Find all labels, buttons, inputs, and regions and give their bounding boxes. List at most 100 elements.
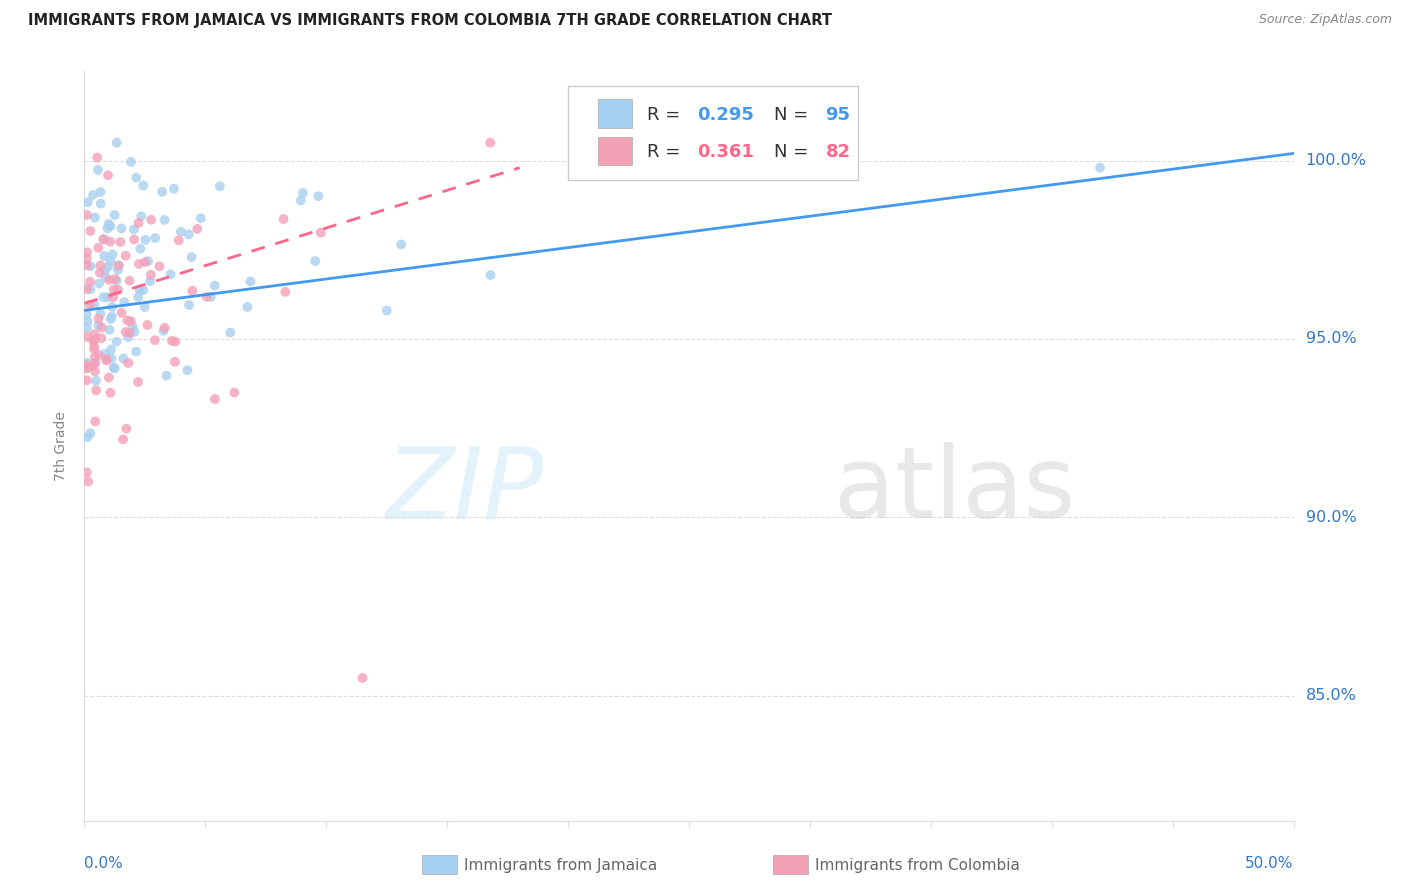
Point <box>103 360 125 375</box>
Point <box>110 306 132 320</box>
Point <box>114 325 136 339</box>
Text: 90.0%: 90.0% <box>1306 510 1357 524</box>
Point <box>134 255 156 269</box>
Point <box>153 213 176 227</box>
Point <box>76 245 98 260</box>
Point <box>153 320 176 334</box>
Point <box>89 307 111 321</box>
Point <box>150 185 173 199</box>
Point <box>101 310 124 324</box>
Point <box>76 430 98 444</box>
Point <box>96 221 118 235</box>
Point <box>82 188 104 202</box>
Point <box>139 268 162 282</box>
Point <box>479 268 502 282</box>
Text: 95: 95 <box>825 106 851 124</box>
Point <box>186 222 208 236</box>
Point <box>291 186 314 200</box>
Point <box>76 208 98 222</box>
Text: 50.0%: 50.0% <box>1246 856 1294 871</box>
Point <box>93 232 115 246</box>
Point <box>76 308 98 322</box>
Point <box>136 254 159 268</box>
Point <box>200 290 222 304</box>
Point <box>79 275 101 289</box>
Point <box>128 216 150 230</box>
Point <box>108 258 131 272</box>
Point <box>167 234 190 248</box>
Point <box>160 334 183 348</box>
Point <box>112 351 135 366</box>
Point <box>90 320 112 334</box>
Text: 82: 82 <box>825 144 851 161</box>
Point <box>1088 161 1111 175</box>
Point <box>76 358 98 372</box>
Point <box>163 355 186 369</box>
Point <box>105 334 128 349</box>
Point <box>101 247 124 261</box>
Point <box>105 273 128 287</box>
Point <box>165 334 187 349</box>
Point <box>98 323 121 337</box>
Point <box>86 151 108 165</box>
Point <box>76 356 98 370</box>
Point <box>132 283 155 297</box>
Point <box>190 211 212 225</box>
Point <box>98 235 121 249</box>
Point <box>76 259 98 273</box>
Point <box>96 353 118 368</box>
Point <box>76 373 98 387</box>
Text: 100.0%: 100.0% <box>1306 153 1367 168</box>
Point <box>127 375 149 389</box>
Point <box>110 221 132 235</box>
Point <box>76 195 98 210</box>
Point <box>107 263 129 277</box>
Point <box>83 342 105 356</box>
Point <box>132 178 155 193</box>
Point <box>117 313 139 327</box>
Point <box>84 356 107 370</box>
Point <box>204 278 226 293</box>
Point <box>89 266 111 280</box>
Point <box>87 318 110 332</box>
Point <box>104 208 127 222</box>
Point <box>100 312 122 326</box>
Point <box>208 179 231 194</box>
Text: 0.361: 0.361 <box>697 144 754 161</box>
Text: ZIP: ZIP <box>385 442 544 540</box>
Point <box>170 225 193 239</box>
Text: 0.0%: 0.0% <box>84 856 124 871</box>
Point <box>76 321 98 335</box>
Point <box>77 359 100 374</box>
Point <box>79 224 101 238</box>
Point <box>117 356 139 370</box>
Point <box>100 351 122 366</box>
Point <box>121 319 143 334</box>
Point <box>76 282 98 296</box>
Point <box>181 284 204 298</box>
Point <box>89 277 111 291</box>
Point <box>309 226 332 240</box>
Point <box>134 300 156 314</box>
Point <box>112 295 135 310</box>
Point <box>148 260 170 274</box>
Point <box>177 298 200 312</box>
Point <box>87 241 110 255</box>
Point <box>273 212 295 227</box>
Point <box>120 154 142 169</box>
Point <box>114 249 136 263</box>
Point <box>96 352 118 367</box>
Point <box>112 433 135 447</box>
Point <box>128 283 150 297</box>
Point <box>89 185 111 199</box>
Point <box>134 233 156 247</box>
Point <box>219 326 242 340</box>
Point <box>125 170 148 185</box>
Point <box>120 314 142 328</box>
Point <box>97 370 120 384</box>
Point <box>79 282 101 296</box>
Point <box>479 136 502 150</box>
Point <box>83 326 105 341</box>
Point <box>155 368 177 383</box>
Point <box>152 324 174 338</box>
